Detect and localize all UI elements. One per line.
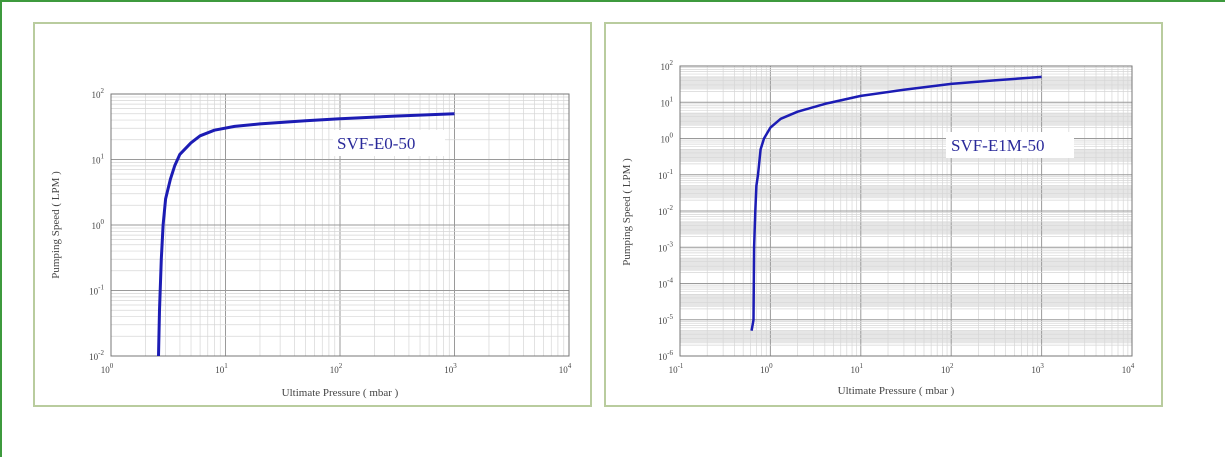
chart-right-xlabel: Ultimate Pressure ( mbar ) [838, 385, 955, 397]
x-tick-label: 103 [1031, 362, 1044, 375]
y-tick-label: 10-2 [89, 349, 104, 362]
chart-left-ylabel: Pumping Speed ( LPM ) [50, 171, 62, 279]
x-tick-label: 102 [330, 362, 343, 375]
x-tick-label: 104 [559, 362, 572, 375]
chart-right-svg: 10-1 100 101 102 103 104 10-6 10-5 10-4 10-3 10-2… [621, 59, 1135, 397]
x-tick-label: 102 [941, 362, 954, 375]
chart-right-plot-border [679, 65, 1133, 357]
chart-panel-right: 10-1 100 101 102 103 104 10-6 10-5 10-4 10-3 10-2… [604, 22, 1163, 407]
grid-band [680, 330, 1132, 344]
y-tick-label: 101 [92, 153, 105, 166]
y-tick-label: 10-6 [658, 349, 673, 362]
chart-right-ylabel: Pumping Speed ( LPM ) [621, 158, 633, 266]
grid-band [680, 185, 1132, 199]
chart-panel-left: 100 101 102 103 104 10-2 10-1 100 101 102 SVF-E0… [33, 22, 592, 407]
chart-left-annotation-bg [333, 130, 445, 156]
chart-left-x-ticks: 100 101 102 103 104 [101, 362, 572, 375]
chart-left-xlabel: Ultimate Pressure ( mbar ) [282, 387, 399, 399]
grid-band [680, 221, 1132, 235]
x-tick-label: 10-1 [669, 362, 684, 375]
x-tick-label: 104 [1122, 362, 1135, 375]
grid-band [680, 258, 1132, 271]
chart-right-series-line [750, 75, 1042, 331]
y-tick-label: 100 [661, 132, 674, 145]
chart-right-y-ticks: 10-6 10-5 10-4 10-3 10-2 10-1 100 101 102 [658, 59, 673, 362]
y-tick-label: 10-2 [658, 204, 673, 217]
chart-left-plot-border [110, 93, 570, 357]
chart-right-annotation: SVF-E1M-50 [951, 136, 1045, 155]
y-tick-label: 10-5 [658, 313, 673, 326]
y-tick-label: 102 [92, 87, 105, 100]
chart-right-x-ticks: 10-1 100 101 102 103 104 [669, 362, 1135, 375]
grid-band [680, 113, 1132, 126]
y-tick-label: 101 [661, 95, 674, 108]
x-tick-label: 100 [101, 362, 114, 375]
chart-left-y-ticks: 10-2 10-1 100 101 102 [89, 87, 104, 362]
x-tick-label: 101 [215, 362, 228, 375]
x-tick-label: 103 [444, 362, 457, 375]
chart-right-grid [679, 66, 1132, 357]
x-tick-label: 100 [760, 362, 773, 375]
grid-band [680, 294, 1132, 308]
y-tick-label: 102 [661, 59, 674, 72]
y-tick-label: 10-4 [658, 277, 673, 290]
y-tick-label: 10-3 [658, 240, 673, 253]
y-tick-label: 10-1 [89, 284, 104, 297]
chart-left-svg: 100 101 102 103 104 10-2 10-1 100 101 102 SVF-E0… [50, 87, 572, 399]
y-tick-label: 100 [92, 218, 105, 231]
chart-left-annotation: SVF-E0-50 [337, 134, 415, 153]
x-tick-label: 101 [851, 362, 864, 375]
grid-band [680, 76, 1132, 90]
chart-left-series-line [157, 112, 455, 357]
chart-right-annotation-bg [946, 132, 1074, 158]
y-tick-label: 10-1 [658, 168, 673, 181]
